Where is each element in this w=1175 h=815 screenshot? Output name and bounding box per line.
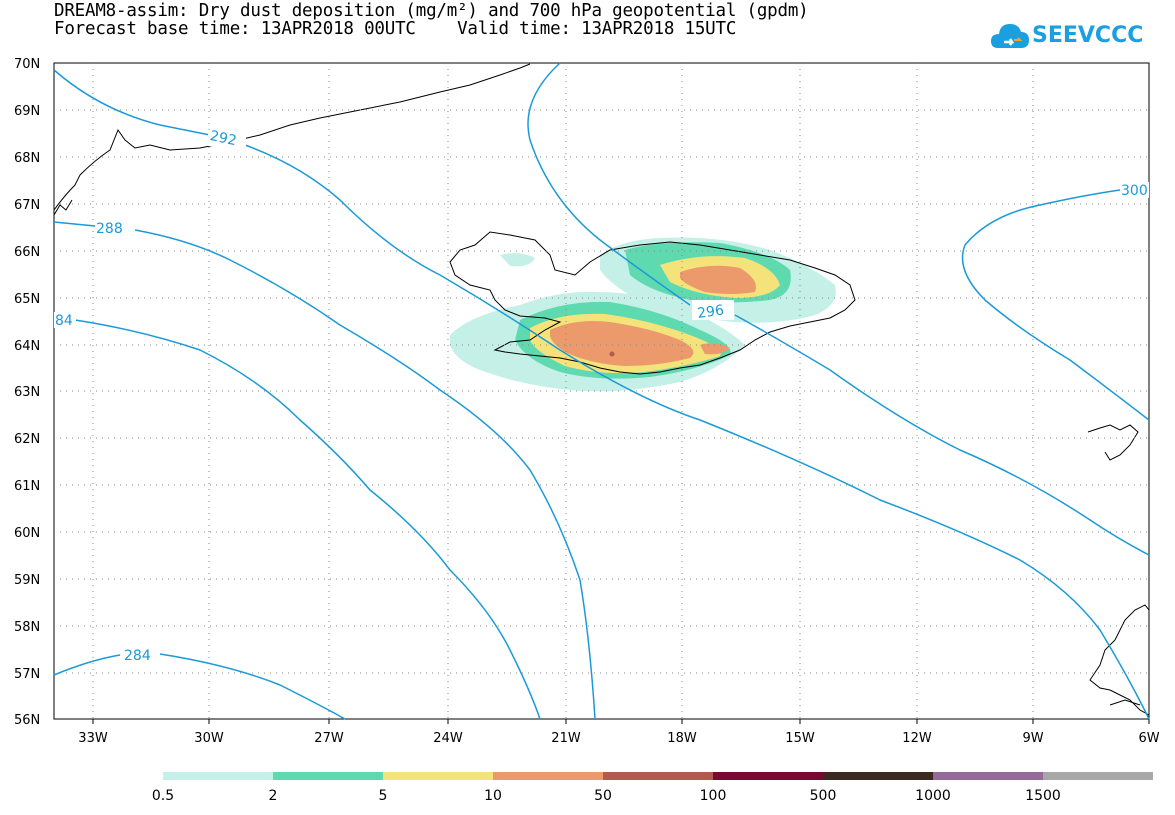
legend-label: 5	[379, 788, 388, 804]
legend-swatch	[163, 772, 273, 780]
lon-label: 6W	[1138, 731, 1159, 746]
lon-label: 21W	[551, 731, 581, 746]
legend-label: 10	[484, 788, 502, 804]
legend-label: 2	[269, 788, 278, 804]
lon-label: 24W	[433, 731, 463, 746]
lat-label: 67N	[14, 198, 40, 213]
legend-label: 0.5	[152, 788, 174, 804]
lat-label: 62N	[14, 432, 40, 447]
lon-label: 27W	[314, 731, 344, 746]
lat-label: 60N	[14, 526, 40, 541]
contour-284a	[74, 319, 541, 720]
lat-label: 66N	[14, 245, 40, 260]
lat-label: 59N	[14, 573, 40, 588]
legend-swatch	[933, 772, 1043, 780]
longitude-labels: 33W 30W 27W 24W 21W 18W 15W 12W 9W 6W	[78, 731, 1159, 746]
lat-label: 69N	[14, 104, 40, 119]
lon-label: 9W	[1022, 731, 1043, 746]
legend-swatch	[493, 772, 603, 780]
lat-label: 64N	[14, 339, 40, 354]
contour-284b	[53, 653, 346, 720]
lat-label: 61N	[14, 479, 40, 494]
legend-swatch	[713, 772, 823, 780]
legend-swatch	[1043, 772, 1153, 780]
legend-swatch	[383, 772, 493, 780]
legend-swatch	[603, 772, 713, 780]
contour-296	[527, 62, 1150, 556]
contour-label-300: 300	[1121, 183, 1148, 199]
contour-label-284: 284	[124, 648, 151, 664]
lat-label: 65N	[14, 292, 40, 307]
logo-text: SEEVCCC	[1032, 23, 1144, 48]
cloud-icon	[991, 24, 1029, 48]
lat-label: 70N	[14, 57, 40, 72]
contour-292	[53, 69, 1150, 720]
dust-deposition-field	[450, 237, 836, 392]
map-title: DREAM8-assim: Dry dust deposition (mg/m²…	[54, 1, 809, 21]
lat-label: 58N	[14, 620, 40, 635]
contour-label-84: 84	[55, 313, 73, 329]
lon-label: 18W	[667, 731, 697, 746]
map-subtitle: Forecast base time: 13APR2018 00UTC Vali…	[54, 19, 737, 39]
contour-label-288: 288	[96, 221, 123, 237]
lon-label: 33W	[78, 731, 108, 746]
legend-label: 100	[700, 788, 727, 804]
legend-swatch	[823, 772, 933, 780]
geopotential-contours	[53, 62, 1150, 720]
lat-label: 57N	[14, 667, 40, 682]
axis-ticks	[92, 719, 1150, 724]
lon-label: 30W	[194, 731, 224, 746]
legend-label: 500	[810, 788, 837, 804]
lon-label: 15W	[785, 731, 815, 746]
lat-label: 56N	[14, 713, 40, 728]
color-legend: 0.5 2 5 10 50 100 500 1000 1500	[152, 772, 1153, 804]
lon-label: 12W	[902, 731, 932, 746]
latitude-labels: 70N 69N 68N 67N 66N 65N 64N 63N 62N 61N …	[14, 57, 40, 728]
lat-label: 68N	[14, 151, 40, 166]
contour-label-296: 296	[696, 302, 725, 322]
seevccc-logo: SEEVCCC	[990, 18, 1143, 56]
lat-label: 63N	[14, 385, 40, 400]
legend-label: 1000	[915, 788, 951, 804]
contour-label-292: 292	[208, 128, 237, 149]
contour-300	[961, 189, 1150, 421]
contour-288	[53, 221, 596, 720]
legend-label: 50	[594, 788, 612, 804]
coastlines	[53, 63, 1150, 716]
legend-swatch	[273, 772, 383, 780]
contour-labels: 292 288 84 284 296 300	[54, 128, 1149, 664]
legend-label: 1500	[1025, 788, 1061, 804]
graticule	[54, 63, 1149, 719]
